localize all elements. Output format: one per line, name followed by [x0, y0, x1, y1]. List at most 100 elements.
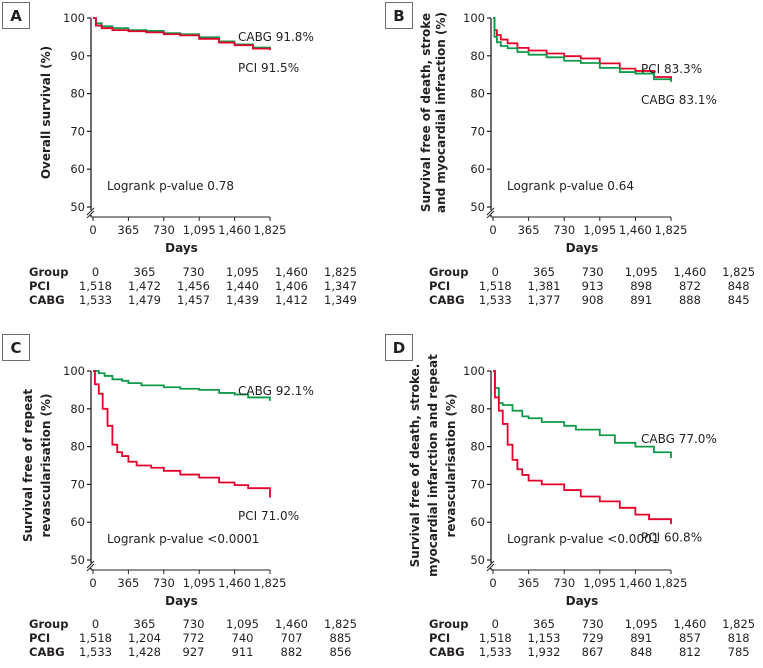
- x-tick-label: 1,460: [218, 576, 251, 590]
- risk-header-day: 1,825: [324, 265, 357, 279]
- risk-count: 1,428: [128, 645, 161, 659]
- risk-count: 729: [581, 631, 604, 645]
- risk-count: 888: [678, 293, 701, 307]
- x-tick-label: 1,095: [183, 576, 216, 590]
- risk-header-day: 0: [91, 265, 100, 279]
- axis-break-mark: [486, 563, 495, 572]
- risk-count: 1,932: [527, 645, 561, 659]
- risk-header-day: 730: [182, 265, 205, 279]
- risk-table-row: CABG 1,533 1,377 908 891 888 845: [429, 293, 763, 307]
- y-tick-label: 70: [470, 124, 485, 138]
- risk-count: 707: [280, 631, 303, 645]
- y-tick-label: 50: [470, 553, 485, 567]
- risk-count: 812: [678, 645, 701, 659]
- axis-break-mark: [486, 560, 495, 569]
- panel-a: A 100 90 80 70 60 50 0 365 730 1,095 1,460 1,825 Day…: [0, 0, 380, 334]
- km-curve-pci: [93, 17, 271, 51]
- risk-count: 1,439: [226, 293, 259, 307]
- x-tick-label: 730: [553, 223, 575, 237]
- x-tick-label: 0: [89, 223, 96, 237]
- risk-count: 1,377: [527, 293, 561, 307]
- risk-table-row: PCI 1,518 1,381 913 898 872 848: [429, 279, 763, 293]
- risk-header-day: 1,825: [722, 617, 756, 631]
- x-tick-label: 1,825: [254, 576, 287, 590]
- panel-label: D: [385, 334, 413, 361]
- axis-break-mark: [86, 210, 95, 219]
- risk-group-name: PCI: [29, 631, 51, 645]
- x-tick-label: 1,460: [619, 576, 652, 590]
- y-tick-label: 80: [470, 440, 485, 454]
- y-tick-label: 100: [63, 364, 85, 378]
- risk-table-row: PCI 1,518 1,204 772 740 707 885: [29, 631, 365, 645]
- y-tick-label: 70: [470, 477, 485, 491]
- survival-chart-d: 100 80 80 70 60 50 0 365 730 1,095 1,460 1,825 Days S…: [408, 354, 717, 608]
- risk-table-row: CABG 1,533 1,428 927 911 882 856: [29, 645, 365, 659]
- y-axis-title: Survival free of death, stroke: [419, 13, 433, 212]
- risk-count: 1,440: [226, 279, 259, 293]
- risk-count: 1,533: [79, 293, 112, 307]
- risk-header-group: Group: [29, 617, 69, 631]
- x-tick-label: 1,825: [655, 223, 688, 237]
- risk-group-name: PCI: [29, 279, 51, 293]
- y-axis-title: revascularisation (%): [39, 393, 53, 537]
- risk-count: 1,349: [324, 293, 357, 307]
- logrank-annotation: Logrank p-value <0.0001: [507, 532, 659, 546]
- x-axis-title: Days: [566, 241, 599, 255]
- y-tick-label: 80: [70, 87, 85, 101]
- logrank-annotation: Logrank p-value <0.0001: [107, 532, 259, 546]
- y-axis-title: revascularisation (%): [444, 393, 458, 537]
- x-axis-title: Days: [566, 594, 599, 608]
- risk-table-row: PCI 1,518 1,153 729 891 857 818: [429, 631, 763, 645]
- y-axis-title: Survival free of death, stroke.: [408, 364, 422, 568]
- survival-chart-c: 100 80 80 70 60 50 0 365 730 1,095 1,460 1,825 Days S…: [21, 364, 314, 608]
- risk-table-header: Group 0 365 730 1,095 1,460 1,825: [429, 265, 763, 279]
- panel-label: C: [2, 334, 30, 361]
- risk-count: 785: [727, 645, 750, 659]
- risk-table-c: Group 0 365 730 1,095 1,460 1,825 PCI 1,518 1,204…: [29, 617, 365, 659]
- x-tick-label: 365: [518, 576, 540, 590]
- risk-count: 1,153: [527, 631, 561, 645]
- x-tick-label: 1,460: [218, 223, 251, 237]
- risk-group-name: PCI: [429, 279, 451, 293]
- risk-count: 1,533: [478, 645, 512, 659]
- y-tick-label: 60: [470, 162, 485, 176]
- y-axis-title: and myocardial infraction (%): [434, 12, 448, 213]
- risk-count: 1,456: [177, 279, 210, 293]
- risk-count: 1,518: [478, 631, 512, 645]
- logrank-annotation: Logrank p-value 0.78: [107, 179, 234, 193]
- risk-count: 908: [581, 293, 604, 307]
- risk-header-day: 1,095: [226, 617, 259, 631]
- x-tick-label: 730: [553, 576, 575, 590]
- series-label-cabg: CABG 91.8%: [238, 30, 314, 44]
- y-tick-label: 60: [470, 515, 485, 529]
- risk-table-row: CABG 1,533 1,932 867 848 812 785: [429, 645, 763, 659]
- x-tick-label: 1,460: [619, 223, 652, 237]
- risk-count: 1,533: [478, 293, 512, 307]
- y-tick-label: 50: [70, 200, 85, 214]
- axis-break-mark: [486, 207, 495, 216]
- risk-group-name: CABG: [429, 293, 465, 307]
- x-axis-title: Days: [165, 241, 198, 255]
- x-tick-label: 365: [117, 576, 139, 590]
- risk-table-header: Group 0 365 730 1,095 1,460 1,825: [29, 617, 365, 631]
- risk-group-name: PCI: [429, 631, 451, 645]
- axis-break-mark: [86, 560, 95, 569]
- risk-table-a: Group 0 365 730 1,095 1,460 1,825 PCI 1,518 1,472…: [29, 265, 365, 307]
- y-tick-label: 60: [70, 162, 85, 176]
- x-tick-label: 1,825: [655, 576, 688, 590]
- risk-count: 772: [182, 631, 205, 645]
- risk-count: 848: [727, 279, 750, 293]
- risk-header-day: 0: [91, 617, 100, 631]
- risk-count: 885: [329, 631, 352, 645]
- y-tick-label: 50: [70, 553, 85, 567]
- risk-table-row: PCI 1,518 1,472 1,456 1,440 1,406 1,347: [29, 279, 365, 293]
- risk-count: 1,204: [128, 631, 161, 645]
- y-axis-title: Survival free of repeat: [21, 389, 35, 542]
- x-tick-label: 0: [89, 576, 96, 590]
- x-tick-label: 0: [489, 223, 496, 237]
- y-axis-title: Overall survival (%): [39, 46, 53, 179]
- series-label-cabg: CABG 92.1%: [238, 384, 314, 398]
- risk-header-day: 365: [533, 617, 555, 631]
- risk-count: 891: [630, 631, 653, 645]
- y-tick-label: 90: [70, 49, 85, 63]
